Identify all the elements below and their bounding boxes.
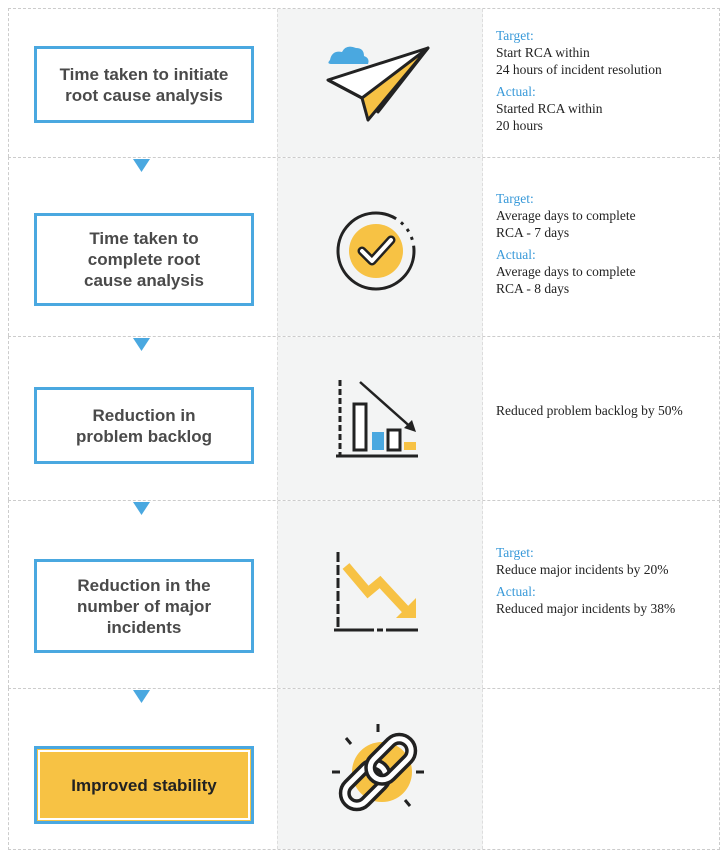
detail-line: Reduced problem backlog by 50% [496, 403, 683, 418]
step-box: Reduction in the number of major incidents [34, 559, 254, 653]
detail-line: Reduce major incidents by 20% [496, 562, 669, 577]
detail-line: 20 hours [496, 118, 543, 133]
step-row: Reduction in the number of major incidents [8, 500, 720, 688]
detail-group: Reduced problem backlog by 50% [496, 402, 683, 419]
step-box: Reduction in problem backlog [34, 387, 254, 464]
paper-plane-icon [326, 46, 430, 122]
detail-group: Actual: Average days to complete RCA - 8 d… [496, 246, 636, 297]
step-details: Reduced problem backlog by 50% [496, 402, 683, 424]
detail-group: Actual: Started RCA within 20 hours [496, 83, 662, 134]
flow-arrow [133, 690, 150, 703]
step-title-line: Reduction in the [77, 575, 211, 595]
detail-line: Average days to complete [496, 264, 636, 279]
downtrend-icon [334, 552, 418, 632]
flow-arrow [133, 338, 150, 351]
step-title-line: cause analysis [83, 271, 205, 290]
step-title-line: Time taken to initiate [59, 64, 229, 84]
detail-line: Started RCA within [496, 101, 603, 116]
chain-link-icon [332, 724, 424, 812]
step-row: Reduction in problem backlog [8, 336, 720, 500]
detail-line: 24 hours of incident resolution [496, 62, 662, 77]
detail-group: Target: Average days to complete RCA - 7 d… [496, 190, 636, 241]
step-title-line: Reduction in [92, 405, 196, 425]
detail-group: Actual: Reduced major incidents by 38% [496, 583, 675, 617]
detail-label: Target: [496, 191, 534, 206]
detail-line: Reduced major incidents by 38% [496, 601, 676, 616]
detail-label: Actual: [496, 584, 536, 599]
detail-label: Target: [496, 28, 534, 43]
step-details: Target: Reduce major incidents by 20% Actu… [496, 544, 675, 622]
icon-panel [277, 337, 483, 500]
step-details: Target: Start RCA within 24 hours of incid… [496, 27, 662, 139]
step-title-line: Time taken to [89, 229, 199, 248]
flow-arrow [133, 502, 150, 515]
step-title-line: root cause analysis [65, 85, 223, 105]
detail-line: RCA - 8 days [496, 281, 570, 296]
detail-label: Target: [496, 545, 534, 560]
step-box: Improved stability [34, 746, 254, 824]
detail-group: Target: Start RCA within 24 hours of incid… [496, 27, 662, 78]
step-title-line: number of major [76, 596, 212, 616]
detail-line: Average days to complete [496, 208, 636, 223]
flow-arrow [133, 159, 150, 172]
detail-label: Actual: [496, 84, 536, 99]
detail-line: RCA - 7 days [496, 225, 570, 240]
step-box: Time taken to initiate root cause analysi… [34, 46, 254, 123]
detail-label: Actual: [496, 247, 536, 262]
backlog-chart-icon [336, 380, 418, 458]
checkmark-icon [336, 211, 416, 291]
step-title-line: Improved stability [71, 775, 217, 795]
step-title-line: problem backlog [75, 426, 213, 446]
step-title-line: incidents [106, 617, 182, 637]
detail-line: Start RCA within [496, 45, 590, 60]
step-details: Target: Average days to complete RCA - 7 d… [496, 190, 636, 302]
detail-group: Target: Reduce major incidents by 20% [496, 544, 675, 578]
step-box: Time taken to complete root cause analysis [34, 213, 254, 306]
icon-panel [277, 501, 483, 688]
step-title-line: complete root [87, 250, 201, 269]
